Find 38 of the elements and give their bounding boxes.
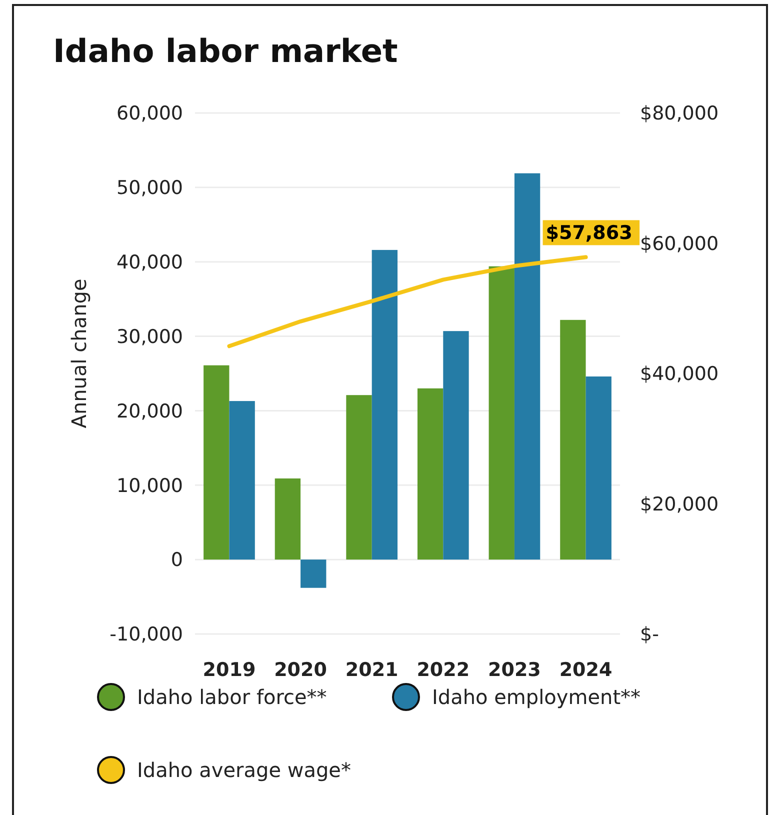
y2-tick-label: $- [640,624,659,646]
y-tick-label: -10,000 [110,624,183,646]
bar [586,376,612,560]
legend-label: Idaho labor force** [137,685,327,709]
y-tick-label: 30,000 [116,326,183,348]
y-tick-label: 40,000 [116,252,183,274]
x-tick-label: 2022 [416,659,470,681]
y-tick-label: 20,000 [116,400,183,422]
x-tick-label: 2019 [202,659,256,681]
y2-tick-label: $60,000 [640,232,719,255]
y-axis-title: Annual change [67,278,91,428]
chart-title: Idaho labor market [53,32,398,70]
bar [372,250,398,560]
y-tick-label: 50,000 [116,177,183,200]
x-tick-label: 2024 [559,659,612,681]
legend-label: Idaho employment** [432,685,641,709]
y-tick-label: 0 [170,549,183,572]
bar [300,560,326,588]
bar [346,395,372,560]
bar [204,365,230,560]
bar [488,266,514,560]
y-tick-label: 60,000 [116,102,183,125]
bar [229,401,255,560]
y-tick-label: 10,000 [116,474,183,497]
x-tick-label: 2021 [345,659,398,681]
y2-tick-label: $20,000 [640,493,719,516]
y2-tick-label: $80,000 [640,102,719,125]
x-tick-label: 2020 [274,659,327,681]
bar [443,331,469,560]
line-series [227,255,588,348]
bar [417,388,444,560]
bar [274,478,301,560]
x-tick-label: 2023 [488,659,541,681]
legend-label: Idaho average wage* [137,758,351,782]
bar [560,320,586,560]
data-label: $57,863 [546,222,632,244]
y2-tick-label: $40,000 [640,363,719,386]
bar [514,173,540,560]
